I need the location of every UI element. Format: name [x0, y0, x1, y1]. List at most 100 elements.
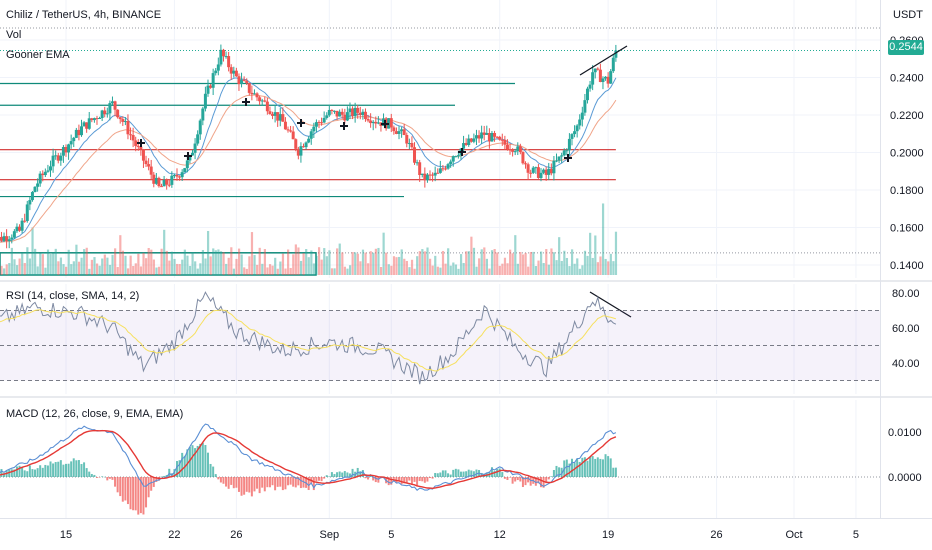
volume-bar [90, 259, 94, 275]
macd-histogram-bar [284, 477, 287, 490]
macd-histogram-bar [209, 463, 212, 477]
candle-body [131, 135, 135, 141]
macd-histogram-bar [550, 476, 553, 477]
macd-histogram-bar [261, 477, 264, 488]
time-tick-label: Sep [320, 529, 340, 541]
candle-body [394, 131, 398, 134]
candle-body [41, 173, 45, 176]
macd-histogram-bar [235, 477, 238, 488]
macd-legend[interactable]: MACD (12, 26, close, 9, EMA, EMA) [6, 408, 184, 420]
volume-bar [248, 256, 251, 275]
volume-bar [470, 236, 473, 275]
candle-body [415, 162, 419, 164]
candle-body [214, 70, 218, 74]
candle-body [361, 111, 365, 115]
candle-body [188, 155, 192, 161]
candle-body [593, 68, 597, 73]
candle-body [397, 131, 401, 134]
volume-bar [534, 266, 538, 275]
volume-bar [591, 257, 594, 275]
candle-body [123, 121, 127, 123]
macd-histogram-bar [614, 467, 617, 477]
macd-histogram-bar [398, 477, 401, 481]
candle-body [139, 146, 143, 150]
rsi-pane[interactable] [0, 284, 880, 394]
price-tick-label: 0.2200 [890, 110, 924, 122]
macd-histogram-bar [194, 448, 197, 477]
candle-body [232, 70, 236, 74]
volume-bar [21, 253, 24, 275]
volume-bar [372, 252, 375, 275]
time-tick-label: 12 [494, 529, 506, 541]
macd-histogram-bar [165, 475, 168, 477]
candle-body [456, 155, 460, 157]
macd-histogram-bar [10, 469, 13, 477]
volume-bar [550, 248, 553, 275]
volume-bar [3, 268, 6, 275]
candles [0, 44, 618, 249]
candle-body [283, 121, 287, 130]
macd-histogram-bar [441, 470, 444, 477]
candle-body [136, 145, 140, 147]
candle-body [180, 172, 184, 178]
volume-bar [444, 263, 447, 275]
vol-legend[interactable]: Vol [6, 29, 22, 41]
candle-body [591, 72, 595, 85]
ema-legend[interactable]: Gooner EMA [6, 49, 70, 61]
candle-body [480, 132, 484, 139]
macd-histogram-bar [8, 469, 11, 477]
volume-bar [31, 227, 34, 275]
macd-histogram-bar [408, 477, 411, 481]
volume-bar [181, 259, 184, 275]
macd-tick-label: 0.0100 [888, 427, 922, 439]
candle-body [431, 174, 435, 176]
volume-bar [429, 258, 432, 275]
candle-body [433, 172, 437, 176]
candle-body [340, 111, 344, 115]
last-price-badge: 0.2544 [888, 40, 924, 55]
candle-body [252, 93, 256, 95]
macd-histogram-bar [416, 477, 419, 487]
volume-bar [516, 263, 519, 275]
candle-body [518, 146, 522, 153]
macd-histogram-bar [39, 465, 42, 477]
candle-body [20, 220, 24, 231]
volume-bar [157, 266, 161, 275]
macd-histogram-bar [369, 475, 372, 477]
candle-body [529, 172, 533, 174]
macd-histogram-bar [524, 477, 527, 486]
candle-body [69, 141, 73, 145]
volume-bar [152, 259, 155, 275]
volume-bar [612, 261, 615, 275]
ema-fast-line [0, 77, 617, 243]
candle-body [580, 112, 584, 120]
macd-histogram-bar [315, 477, 318, 482]
macd-histogram-bar [214, 474, 217, 477]
macd-histogram-bar [52, 463, 55, 477]
macd-histogram-bar [607, 456, 610, 477]
price-tick-label: 0.2000 [890, 148, 924, 160]
volume-bar [124, 255, 127, 275]
macd-histogram-bar [570, 458, 573, 477]
volume-bar [496, 252, 499, 275]
candle-body [562, 150, 566, 156]
rsi-legend[interactable]: RSI (14, close, SMA, 14, 2) [6, 290, 140, 302]
macd-histogram-bar [70, 461, 73, 477]
candle-body [449, 161, 453, 165]
candle-body [549, 168, 553, 174]
volume-bar [297, 247, 300, 275]
volume-bar [529, 251, 532, 275]
volume-bar [52, 253, 55, 275]
macd-histogram-bar [423, 477, 426, 483]
volume-bar [336, 248, 339, 275]
volume-bar [150, 249, 153, 275]
volume-bar [217, 249, 220, 275]
symbol-legend[interactable]: Chiliz / TetherUS, 4h, BINANCE [6, 9, 162, 21]
volume-bar [400, 249, 403, 275]
macd-histogram-bar [596, 457, 599, 477]
volume-bar [191, 252, 194, 275]
volume-bar [0, 265, 3, 275]
candle-body [534, 167, 538, 169]
volume-bar [475, 266, 478, 275]
